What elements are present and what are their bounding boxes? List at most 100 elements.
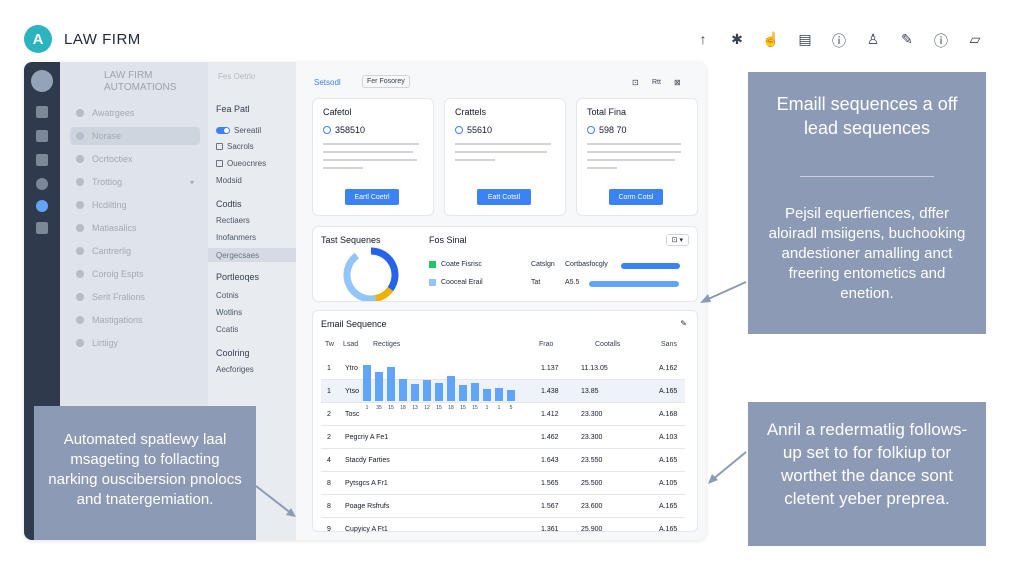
stat-action-button[interactable]: Eartl Coetrl	[345, 189, 399, 205]
settings-icon[interactable]	[36, 178, 48, 190]
sidebar-item-label: Serit Fralions	[92, 292, 146, 302]
table-row[interactable]: 1 Ytro 1.137 11.13.05 A.162	[321, 357, 685, 380]
text-line	[323, 167, 363, 169]
mini-bar	[423, 380, 431, 401]
calendar-icon[interactable]	[36, 154, 48, 166]
nav2-item[interactable]: Modsid	[216, 176, 242, 185]
nav2-item[interactable]: Aecforiges	[216, 365, 254, 374]
mini-bar	[399, 379, 407, 401]
text-line	[587, 143, 681, 145]
tools-icon[interactable]	[36, 222, 48, 234]
row-name: Tosc	[345, 411, 360, 418]
toggle-switch[interactable]	[216, 127, 230, 134]
circle-icon	[455, 126, 463, 134]
sidebar-item-label: Matiasalics	[92, 223, 137, 233]
row-name: Poage Rsfrufs	[345, 503, 390, 510]
user-icon[interactable]: ♙	[866, 31, 880, 47]
checkbox-item[interactable]: Sacrols	[216, 142, 254, 151]
mini-bar-label: 12	[424, 405, 430, 411]
row-name: Pegcriy A Fe1	[345, 434, 389, 441]
legend-row: Coate Fisrisc	[429, 261, 482, 268]
nav2-item[interactable]: Inofanmers	[216, 233, 257, 242]
sidebar-item-label: Cantrerlig	[92, 246, 132, 256]
table-row[interactable]: 4 Stacdy Farties 1.643 23.550 A.165	[321, 449, 685, 472]
column-header[interactable]: Rectiges	[373, 341, 401, 348]
panel-dropdown[interactable]: ⊡ ▾	[665, 234, 689, 246]
nav2-item[interactable]: Rectiaers	[216, 216, 250, 225]
legend-col: Tat	[531, 279, 541, 286]
checkbox[interactable]	[216, 143, 223, 150]
help-icon[interactable]: ⓘ	[832, 33, 846, 49]
mini-bar	[495, 388, 503, 401]
info-icon[interactable]: ⓘ	[934, 33, 948, 49]
sidebar-item[interactable]: Norase	[70, 127, 200, 145]
sidebar-item[interactable]: Cantrerlig	[70, 242, 200, 260]
tab-active[interactable]: Setsodl	[314, 78, 341, 87]
close-icon[interactable]: ⊠	[674, 78, 681, 87]
sidebar-item[interactable]: Ocrtoctiex	[70, 150, 200, 168]
row-value-c: A.165	[659, 503, 678, 510]
sidebar-item-label: Hcdiltlng	[92, 200, 127, 210]
legend-label: Cooceal Erail	[441, 279, 483, 286]
home-icon[interactable]	[36, 106, 48, 118]
row-value-a: 1.361	[541, 526, 559, 533]
mini-bar-label: 15	[472, 405, 478, 411]
stat-card: Crattels 55610 Eatt Cotstl	[444, 98, 566, 216]
checkbox-item[interactable]: Oueocnres	[216, 159, 266, 168]
table-row[interactable]: 9 Cupyicy A Ft1 1.361 25.900 A.165	[321, 518, 685, 540]
mini-bar	[459, 385, 467, 401]
text-line	[455, 143, 551, 145]
edit-icon[interactable]: ✎	[901, 31, 913, 47]
sidebar-item[interactable]: Trottiog ▾	[70, 173, 200, 191]
text-line	[587, 167, 617, 169]
user-rail-icon[interactable]	[36, 200, 48, 212]
tab-secondary[interactable]: Fer Fosorey	[362, 75, 410, 88]
mail-icon[interactable]	[36, 130, 48, 142]
sidebar-item[interactable]: Coroig Espts	[70, 265, 200, 283]
column-header[interactable]: Lsad	[343, 341, 359, 348]
print-icon[interactable]: ⊡	[632, 78, 639, 87]
column-header[interactable]: Sans	[661, 341, 677, 348]
table-row[interactable]: 8 Pytsgcs A Fr1 1.565 25.500 A.105	[321, 472, 685, 495]
stat-value: 598 70	[587, 125, 627, 135]
document-icon[interactable]: ▤	[798, 31, 812, 47]
pointer-icon[interactable]: ☝	[762, 31, 780, 47]
donut-segment	[374, 286, 394, 301]
row-value-c: A.168	[659, 411, 678, 418]
sidebar-item[interactable]: Mastigations	[70, 311, 200, 329]
row-value-c: A.103	[659, 434, 678, 441]
sidebar-item[interactable]: Hcdiltlng	[70, 196, 200, 214]
stat-action-button[interactable]: Corm Cotsl	[609, 189, 663, 205]
sidebar-item[interactable]: Awatrgees	[70, 104, 200, 122]
star-icon[interactable]: ✱	[731, 31, 743, 47]
edit-icon[interactable]: ✎	[680, 319, 687, 328]
stat-action-button[interactable]: Eatt Cotstl	[477, 189, 531, 205]
table-title: Email Sequence	[321, 319, 387, 329]
table-row[interactable]: 8 Poage Rsfrufs 1.567 23.600 A.165	[321, 495, 685, 518]
column-header[interactable]: Tw	[325, 341, 334, 348]
sidebar-item[interactable]: Lirtiigy	[70, 334, 200, 352]
row-value-a: 1.412	[541, 411, 559, 418]
sidebar-item-label: Ocrtoctiex	[92, 154, 133, 164]
nav2-item[interactable]: Cotnis	[216, 291, 239, 300]
sidebar-item[interactable]: Matiasalics	[70, 219, 200, 237]
table-row[interactable]: 2 Pegcriy A Fe1 1.462 23.300 A.103	[321, 426, 685, 449]
row-name: Stacdy Farties	[345, 457, 390, 464]
checkbox[interactable]	[216, 160, 223, 167]
column-header[interactable]: Frao	[539, 341, 554, 348]
toggle-item[interactable]: Sereatil	[216, 126, 261, 135]
toolbar-text-button[interactable]: Rtt	[652, 79, 661, 86]
column-header[interactable]: Cootalls	[595, 341, 621, 348]
sidebar-item[interactable]: Serit Fralions	[70, 288, 200, 306]
nav2-item[interactable]: Ccatis	[216, 325, 239, 334]
text-line	[455, 159, 495, 161]
nav2-item-selected[interactable]: Qergecsaes	[208, 248, 296, 262]
callout-divider	[800, 176, 934, 177]
rail-logo-icon	[31, 70, 53, 92]
table-row[interactable]: 2 Tosc 1.412 23.300 A.168	[321, 403, 685, 426]
nav2-item[interactable]: Wotlins	[216, 308, 243, 317]
legend-row: Cooceal Erail	[429, 279, 483, 286]
upload-icon[interactable]: ↑	[699, 31, 707, 47]
window-icon[interactable]: ▱	[969, 31, 981, 47]
row-number: 1	[327, 388, 331, 395]
